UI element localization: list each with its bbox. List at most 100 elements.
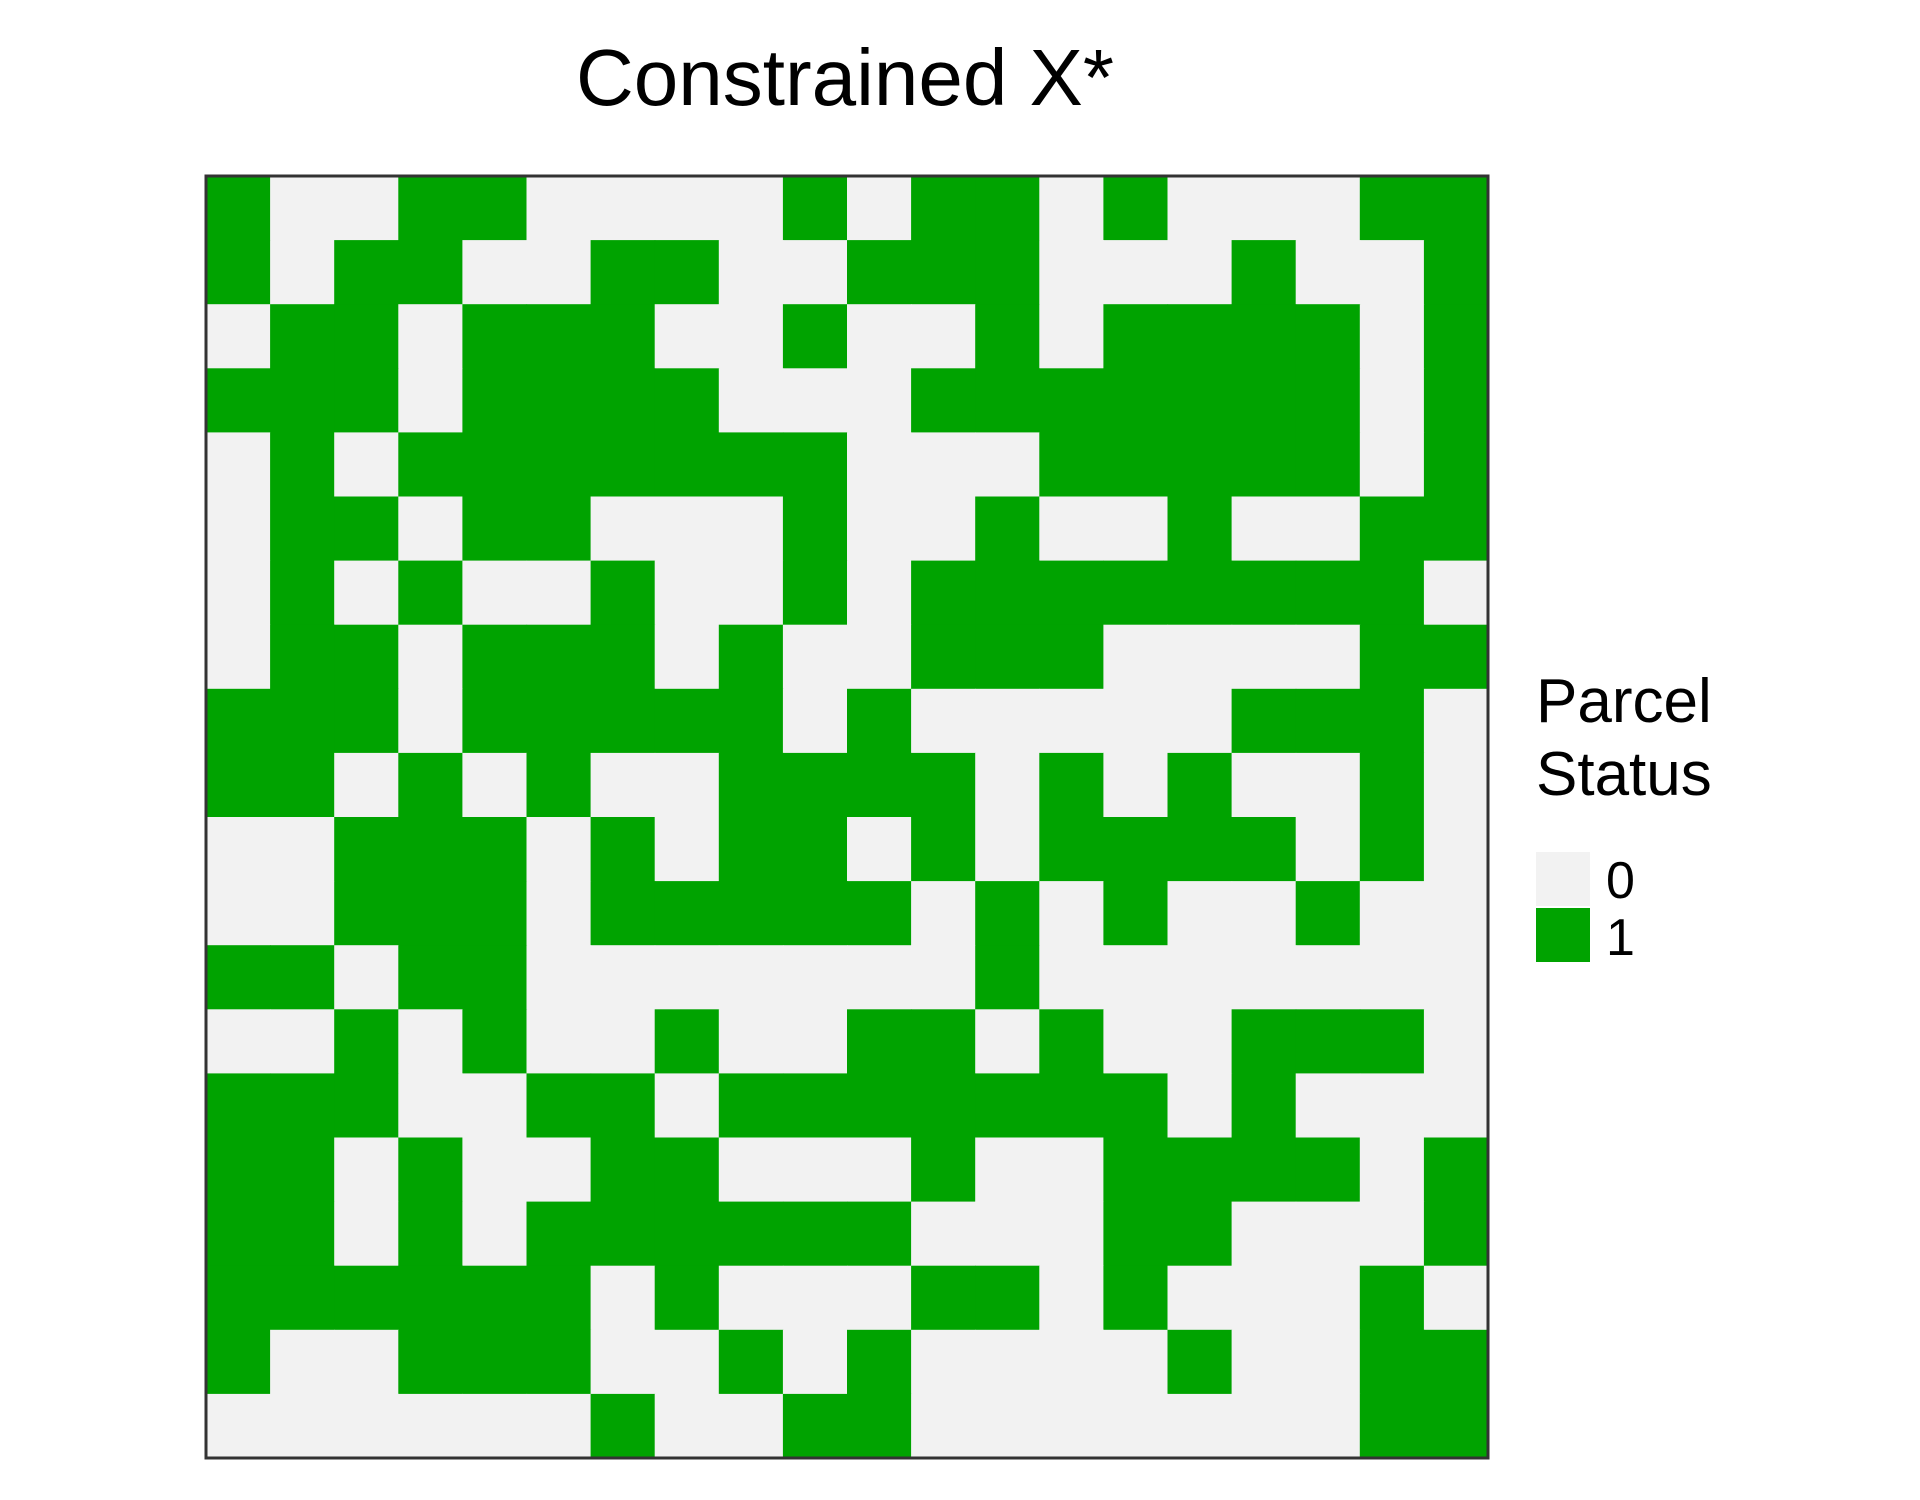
heatmap-cell-r20-c14 xyxy=(1039,1393,1104,1459)
heatmap-cell-r7-c20 xyxy=(1423,560,1489,626)
heatmap-cell-r18-c13 xyxy=(975,1265,1040,1331)
heatmap-cell-r13-c7 xyxy=(590,945,656,1010)
heatmap-cell-r11-c6 xyxy=(526,817,592,882)
heatmap-cell-r10-c15 xyxy=(1103,752,1169,818)
heatmap-cell-r9-c15 xyxy=(1103,688,1169,754)
legend: Parcel Status 0 1 xyxy=(1536,667,1712,967)
heatmap-cell-r10-c17 xyxy=(1231,752,1297,818)
heatmap-cell-r13-c6 xyxy=(526,945,592,1010)
heatmap-cell-r11-c14 xyxy=(1039,817,1104,882)
heatmap-cell-r5-c2 xyxy=(270,432,335,498)
heatmap-cell-r2-c19 xyxy=(1359,240,1425,305)
heatmap-cell-r18-c15 xyxy=(1103,1265,1169,1331)
heatmap-cell-r12-c18 xyxy=(1295,881,1361,946)
heatmap-cell-r13-c1 xyxy=(206,945,271,1010)
heatmap-cell-r3-c2 xyxy=(270,304,335,369)
heatmap-cell-r14-c12 xyxy=(911,1009,976,1074)
heatmap-cell-r19-c9 xyxy=(718,1329,784,1395)
heatmap-cell-r5-c8 xyxy=(654,432,720,498)
heatmap-cell-r5-c9 xyxy=(718,432,784,498)
heatmap-cell-r4-c7 xyxy=(590,368,656,433)
heatmap-cell-r5-c3 xyxy=(334,432,399,498)
heatmap-cell-r19-c8 xyxy=(654,1329,720,1395)
heatmap-cell-r16-c8 xyxy=(654,1137,720,1203)
heatmap-cell-r12-c17 xyxy=(1231,881,1297,946)
heatmap-cell-r19-c15 xyxy=(1103,1329,1169,1395)
heatmap-cell-r8-c8 xyxy=(654,624,720,690)
heatmap-cell-r13-c12 xyxy=(911,945,976,1010)
heatmap-cell-r19-c6 xyxy=(526,1329,592,1395)
heatmap-cell-r7-c5 xyxy=(462,560,528,626)
heatmap-cell-r13-c3 xyxy=(334,945,399,1010)
heatmap-cell-r19-c7 xyxy=(590,1329,656,1395)
heatmap-cell-r1-c8 xyxy=(654,176,720,241)
heatmap-cell-r6-c19 xyxy=(1359,496,1425,562)
heatmap-cell-r12-c16 xyxy=(1167,881,1233,946)
heatmap-cell-r15-c8 xyxy=(654,1073,720,1139)
heatmap-cell-r11-c11 xyxy=(847,817,912,882)
heatmap-cell-r9-c4 xyxy=(398,688,463,754)
heatmap-cell-r2-c6 xyxy=(526,240,592,305)
legend-title-line-2: Status xyxy=(1536,740,1712,809)
heatmap-cell-r14-c18 xyxy=(1295,1009,1361,1074)
heatmap-cell-r6-c2 xyxy=(270,496,335,562)
heatmap-cell-r8-c10 xyxy=(782,624,848,690)
heatmap-cell-r7-c11 xyxy=(847,560,912,626)
heatmap-cell-r8-c20 xyxy=(1423,624,1489,690)
heatmap-cell-r4-c4 xyxy=(398,368,463,433)
heatmap-cell-r18-c12 xyxy=(911,1265,976,1331)
heatmap-cell-r16-c6 xyxy=(526,1137,592,1203)
heatmap-cell-r5-c15 xyxy=(1103,432,1169,498)
heatmap-cell-r15-c20 xyxy=(1423,1073,1489,1139)
heatmap-cell-r15-c18 xyxy=(1295,1073,1361,1139)
heatmap-cell-r10-c2 xyxy=(270,752,335,818)
heatmap-cell-r10-c3 xyxy=(334,752,399,818)
heatmap-cell-r12-c13 xyxy=(975,881,1040,946)
heatmap-cell-r12-c6 xyxy=(526,881,592,946)
heatmap-cell-r8-c1 xyxy=(206,624,271,690)
heatmap-cell-r8-c11 xyxy=(847,624,912,690)
heatmap-cell-r12-c4 xyxy=(398,881,463,946)
heatmap-cell-r1-c14 xyxy=(1039,176,1104,241)
heatmap-cell-r12-c8 xyxy=(654,881,720,946)
heatmap-cell-r8-c18 xyxy=(1295,624,1361,690)
heatmap-cell-r19-c20 xyxy=(1423,1329,1489,1395)
heatmap-cell-r18-c8 xyxy=(654,1265,720,1331)
heatmap-cell-r19-c11 xyxy=(847,1329,912,1395)
heatmap-cell-r10-c6 xyxy=(526,752,592,818)
heatmap-cell-r17-c20 xyxy=(1423,1201,1489,1267)
heatmap-cell-r3-c16 xyxy=(1167,304,1233,369)
legend-key-1 xyxy=(1536,908,1590,962)
heatmap-cell-r9-c10 xyxy=(782,688,848,754)
heatmap-cell-r7-c8 xyxy=(654,560,720,626)
heatmap-cell-r16-c11 xyxy=(847,1137,912,1203)
heatmap-cell-r1-c5 xyxy=(462,176,528,241)
heatmap-cell-r3-c17 xyxy=(1231,304,1297,369)
heatmap-cell-r17-c2 xyxy=(270,1201,335,1267)
heatmap-cell-r14-c11 xyxy=(847,1009,912,1074)
heatmap-cell-r9-c16 xyxy=(1167,688,1233,754)
heatmap-cell-r5-c7 xyxy=(590,432,656,498)
heatmap-cell-r1-c6 xyxy=(526,176,592,241)
heatmap-cell-r6-c20 xyxy=(1423,496,1489,562)
heatmap-cell-r4-c10 xyxy=(782,368,848,433)
heatmap-cell-r17-c18 xyxy=(1295,1201,1361,1267)
heatmap-cell-r5-c4 xyxy=(398,432,463,498)
heatmap-cell-r17-c19 xyxy=(1359,1201,1425,1267)
heatmap-cell-r18-c4 xyxy=(398,1265,463,1331)
heatmap-cell-r18-c10 xyxy=(782,1265,848,1331)
heatmap-cell-r16-c2 xyxy=(270,1137,335,1203)
heatmap-cell-r6-c9 xyxy=(718,496,784,562)
heatmap-cell-r6-c15 xyxy=(1103,496,1169,562)
heatmap-cell-r19-c2 xyxy=(270,1329,335,1395)
heatmap-cell-r4-c9 xyxy=(718,368,784,433)
heatmap-cell-r16-c18 xyxy=(1295,1137,1361,1203)
heatmap-cell-r10-c8 xyxy=(654,752,720,818)
heatmap-cell-r11-c18 xyxy=(1295,817,1361,882)
heatmap-cell-r20-c12 xyxy=(911,1393,976,1459)
heatmap-cell-r12-c7 xyxy=(590,881,656,946)
heatmap-cell-r20-c4 xyxy=(398,1393,463,1459)
heatmap-cell-r8-c19 xyxy=(1359,624,1425,690)
heatmap-cell-r12-c1 xyxy=(206,881,271,946)
heatmap-cell-r7-c2 xyxy=(270,560,335,626)
